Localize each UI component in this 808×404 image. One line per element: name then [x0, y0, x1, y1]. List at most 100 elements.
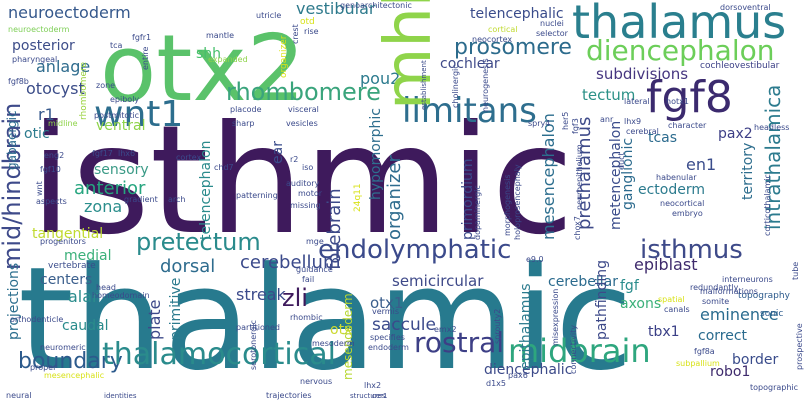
word-mesencephalon: mesencephalon [539, 113, 558, 240]
word-midbrain: midbrain [508, 332, 651, 370]
word-primitive: primitive [168, 278, 184, 340]
word-saccule: saccule [372, 315, 436, 335]
word-telencephalic: telencephalic [470, 6, 564, 22]
word-small: somite [702, 297, 729, 306]
word-small: neurogenesis [481, 58, 490, 112]
word-otic: otic [24, 126, 50, 142]
word-small: mesencephalic [44, 371, 104, 380]
word-small: holoprosencephaly [513, 164, 522, 240]
word-small: canals [664, 305, 690, 314]
word-semicircular: semicircular [392, 272, 484, 290]
word-small: 24q11 [353, 183, 363, 212]
word-small: crest [291, 24, 300, 44]
word-centers: centers [40, 272, 92, 288]
word-small: zone [96, 81, 115, 90]
word-small: her5 [561, 112, 570, 130]
word-small: chox7 [573, 216, 582, 240]
word-caudal: caudal [62, 318, 109, 334]
word-small: neural [6, 391, 31, 400]
word-ectoderm: ectoderm [638, 182, 705, 198]
word-small: organizer [279, 35, 289, 78]
word-small: duct [617, 152, 626, 170]
word-cerebellum: cerebellum [240, 252, 341, 273]
word-gabaergic: gabaergic [5, 110, 19, 170]
word-neuroectoderm: neuroectoderm [8, 3, 131, 22]
word-small: endoderm [368, 343, 409, 352]
word-anterior: anterior [74, 178, 146, 199]
word-small: missing [290, 201, 321, 210]
word-topography: topography [738, 291, 791, 301]
word-small: pharyngeal [12, 55, 57, 64]
word-small: serotonergic [249, 320, 258, 370]
word-small: gradient [124, 195, 158, 204]
word-small: rhombic [290, 313, 323, 322]
word-alar: alar [68, 287, 99, 306]
word-ventral: ventral [96, 118, 146, 134]
word-small: tube [791, 262, 800, 280]
word-small: motor [298, 189, 323, 198]
word-small: specifies [370, 333, 405, 342]
word-rhombomere: rhombomere [226, 78, 381, 106]
word-small: genoarchitectonic [340, 1, 412, 10]
word-small: sharp [232, 119, 255, 128]
word-forebrain: forebrain [324, 188, 345, 270]
word-small: partitioned [236, 323, 280, 332]
word-small: lhx9 [624, 117, 641, 126]
word-small: iso [302, 163, 313, 172]
word-small: dopaminergic [473, 185, 482, 240]
word-small: pax6 [508, 371, 528, 380]
word-small: lhx6 [118, 149, 135, 158]
word-prosomere: prosomere [454, 35, 572, 60]
word-small: arch [168, 195, 185, 204]
word-small: emx2 [434, 325, 457, 334]
word-otx: otx [330, 322, 352, 338]
word-small: guidance [296, 265, 333, 274]
word-small: e9.0 [526, 255, 544, 264]
word-fgf8: fgf8 [646, 72, 733, 123]
word-thalamus: thalamus [572, 0, 786, 49]
word-mhb: mhb [372, 0, 446, 110]
word-small: dorsoventral [720, 3, 771, 12]
word-small: corticothalamic [763, 174, 772, 236]
word-diencephalic: diencephalic [484, 362, 572, 378]
word-boundary: boundary [18, 349, 123, 374]
word-small: patterning [236, 191, 278, 200]
word-small: vesicles [286, 119, 318, 128]
word-small: head [96, 283, 116, 292]
word-pax2: pax2 [718, 126, 753, 142]
word-mesencephalic: prospective [795, 323, 804, 370]
word-otx1: otx1 [370, 294, 403, 312]
word-small: malformations [700, 287, 758, 296]
word-metencephalon: metencephalon [608, 121, 624, 230]
word-plate: plate [145, 299, 164, 340]
word-small: eng2 [44, 151, 64, 160]
word-small: entire [141, 47, 150, 70]
word-zona: zona [84, 197, 122, 216]
word-ear: ear [270, 141, 286, 164]
word-small: sprouty2 [493, 309, 502, 344]
word-pou2: pou2 [360, 69, 400, 88]
word-diencephalon: diencephalon [586, 34, 774, 67]
word-isthmus: isthmus [640, 235, 743, 265]
word-projections: projections [6, 263, 22, 340]
word-small: misexpression [551, 289, 560, 346]
word-small: utricle [256, 11, 281, 20]
word-correct: correct [698, 328, 748, 344]
word-ganglionic: ganglionic [620, 138, 636, 210]
word-small: nuclei [540, 19, 564, 28]
word-thalamic: thalamic [18, 237, 633, 402]
word-small: redundantly [690, 283, 739, 292]
word-rostral: rostral [414, 326, 504, 359]
word-pathfinding: pathfinding [594, 260, 610, 340]
word-sensory: sensory [94, 162, 149, 178]
word-small: expanded [208, 55, 248, 64]
word-small: rhombomere [79, 61, 89, 120]
word-dorsal: dorsal [160, 256, 215, 277]
word-small: d1x5 [486, 379, 506, 388]
word-telencephalon: telencephalon [198, 141, 214, 240]
word-eminence: eminence [700, 305, 779, 324]
word-small: headless [754, 123, 789, 132]
word-r1: r1 [38, 105, 55, 124]
